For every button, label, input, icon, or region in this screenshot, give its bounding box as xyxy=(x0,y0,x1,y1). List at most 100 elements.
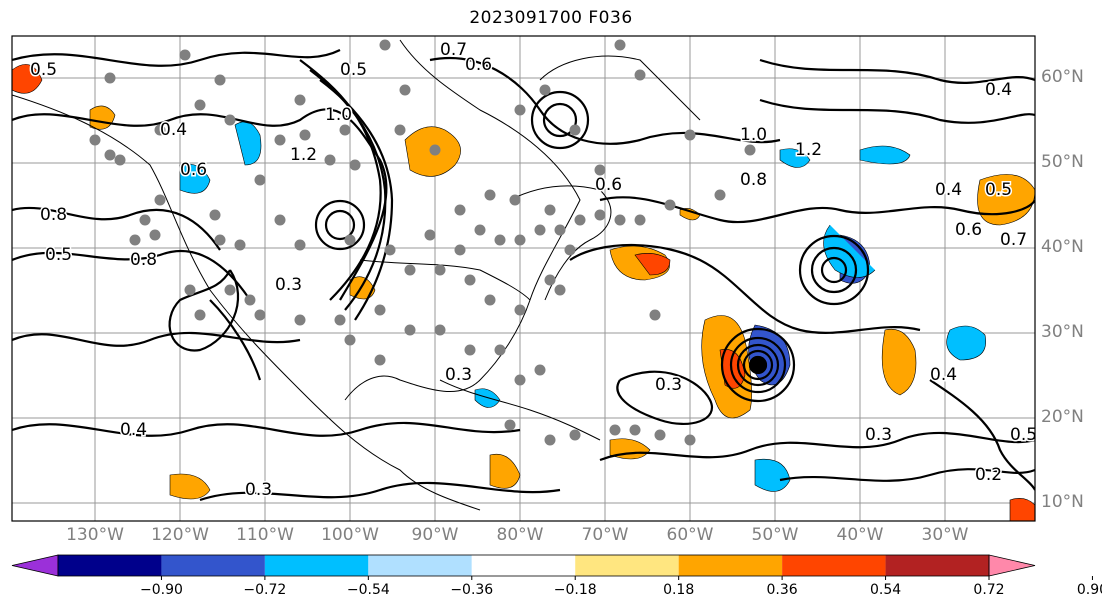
colorbar-tick-label: 0.72 xyxy=(973,582,1005,598)
station-dot xyxy=(344,234,356,246)
station-dot xyxy=(664,199,676,211)
contour-label: 0.5 xyxy=(985,180,1012,200)
contour-label: 0.3 xyxy=(275,275,302,295)
station-dot xyxy=(534,224,546,236)
contour-label: 0.2 xyxy=(975,465,1002,485)
station-dot xyxy=(334,314,346,326)
lat-label: 10°N xyxy=(1041,492,1084,512)
shade-blob xyxy=(169,473,211,500)
station-dot xyxy=(429,144,441,156)
contour-label: 0.4 xyxy=(120,420,147,440)
station-dot xyxy=(514,234,526,246)
station-dot xyxy=(454,244,466,256)
station-dot xyxy=(89,134,101,146)
lat-label: 60°N xyxy=(1041,67,1084,87)
station-dot xyxy=(649,309,661,321)
colorbar-outline xyxy=(57,554,990,577)
colorbar-tick-label: −0.72 xyxy=(243,582,287,598)
station-dot xyxy=(504,419,516,431)
station-dot xyxy=(474,224,486,236)
shade-blob xyxy=(489,453,521,489)
shade-blob xyxy=(179,163,211,194)
station-dot xyxy=(434,324,446,336)
station-dot xyxy=(684,434,696,446)
shade-blob xyxy=(634,253,671,276)
coastlines xyxy=(12,39,701,511)
colorbar-bin xyxy=(575,555,679,576)
colorbar-tick-label: 0.18 xyxy=(663,582,695,598)
station-dot xyxy=(129,234,141,246)
station-dot xyxy=(194,309,206,321)
colorbar-extend-high xyxy=(988,554,1036,577)
colorbar-bin xyxy=(782,555,886,576)
shade-blob xyxy=(1009,498,1035,521)
shade-blob xyxy=(474,388,501,408)
map-title: 2023091700 F036 xyxy=(469,8,633,28)
contour-label: 0.4 xyxy=(985,80,1012,100)
station-dot xyxy=(384,244,396,256)
contour-label: 0.6 xyxy=(955,220,982,240)
station-dot xyxy=(554,284,566,296)
station-dot xyxy=(684,129,696,141)
contour-label: 0.3 xyxy=(245,480,272,500)
colorbar-bin xyxy=(161,555,265,576)
station-dot xyxy=(564,244,576,256)
station-dot xyxy=(274,134,286,146)
station-dot xyxy=(274,214,286,226)
station-dot xyxy=(434,264,446,276)
station-dot xyxy=(254,309,266,321)
colorbar xyxy=(11,554,1093,580)
contour-label: 0.7 xyxy=(1000,230,1027,250)
contour-label: 0.8 xyxy=(740,170,767,190)
station-dot xyxy=(574,214,586,226)
contour-label: 0.3 xyxy=(445,365,472,385)
contours xyxy=(12,49,1035,502)
lon-label: 130°W xyxy=(66,525,124,545)
station-dot xyxy=(714,189,726,201)
station-dot xyxy=(614,39,626,51)
station-dot xyxy=(399,84,411,96)
station-dot xyxy=(544,274,556,286)
station-dot xyxy=(744,144,756,156)
colorbar-bin xyxy=(678,555,783,576)
station-dot xyxy=(224,114,236,126)
station-dot xyxy=(374,354,386,366)
colorbar-tick-label: −0.36 xyxy=(450,582,494,598)
station-dot xyxy=(544,434,556,446)
contour-label: 0.8 xyxy=(130,250,157,270)
station-dot xyxy=(539,84,551,96)
contour-label: 0.7 xyxy=(440,40,467,60)
station-dot xyxy=(594,164,606,176)
contour-label: 0.5 xyxy=(45,245,72,265)
station-dot xyxy=(494,344,506,356)
shade-blob xyxy=(946,325,987,361)
station-dot xyxy=(374,304,386,316)
station-dot xyxy=(149,229,161,241)
colorbar-bin xyxy=(471,555,576,576)
colorbar-tick-label: 0.90 xyxy=(1076,582,1102,598)
lon-label: 80°W xyxy=(496,525,544,545)
station-dot xyxy=(484,189,496,201)
station-dot xyxy=(244,294,256,306)
station-dot xyxy=(634,69,646,81)
contour-label: 0.3 xyxy=(655,375,682,395)
contour-labels: 0.50.70.60.51.00.40.61.20.80.80.61.01.20… xyxy=(29,39,1037,502)
colorbar-bin xyxy=(368,555,472,576)
contour-label: 0.5 xyxy=(340,60,367,80)
station-dot xyxy=(614,214,626,226)
station-dot xyxy=(154,194,166,206)
contour-label: 0.6 xyxy=(180,160,207,180)
contour-label: 0.5 xyxy=(1010,425,1037,445)
contour-label: 0.3 xyxy=(865,425,892,445)
station-dot xyxy=(514,304,526,316)
lon-label: 110°W xyxy=(236,525,294,545)
station-dot xyxy=(454,204,466,216)
lon-label: 90°W xyxy=(411,525,459,545)
colorbar-extend-low xyxy=(11,554,59,577)
colorbar-bin xyxy=(264,555,369,576)
station-dot xyxy=(544,204,556,216)
station-dot xyxy=(654,429,666,441)
colorbar-tick-label: 0.54 xyxy=(869,582,902,598)
contour-label: 1.2 xyxy=(290,145,317,165)
